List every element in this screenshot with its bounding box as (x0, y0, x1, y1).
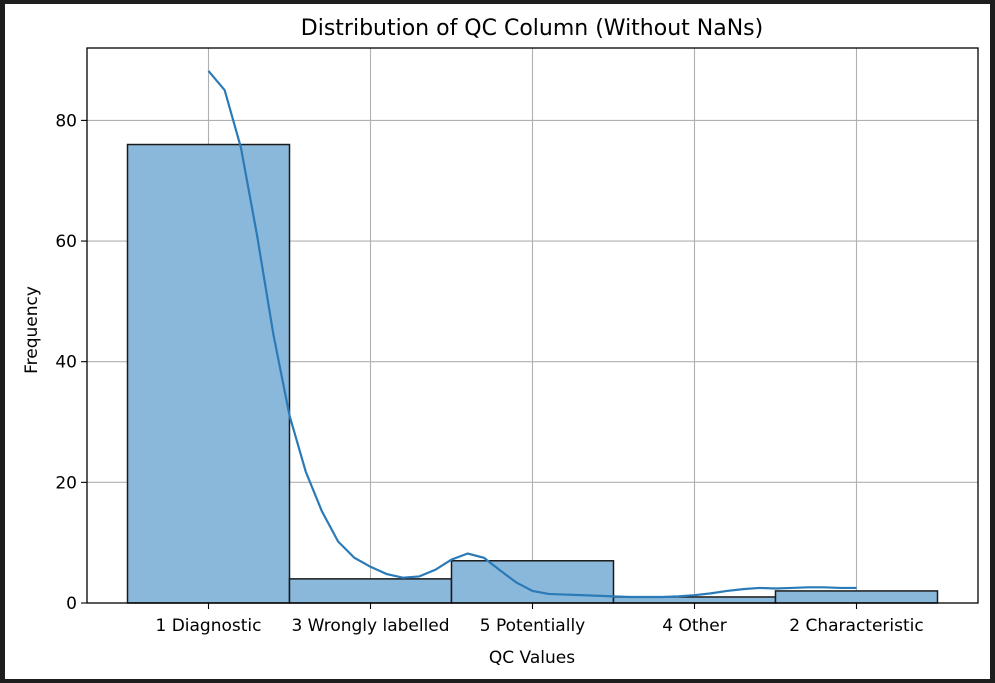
histogram-chart: Distribution of QC Column (Without NaNs)… (22, 16, 979, 668)
bar-2 (288, 578, 453, 604)
bar-5 (774, 590, 939, 604)
y-tick-label: 0 (66, 594, 77, 614)
x-tick-label: 5 Potentially (480, 616, 585, 636)
x-tick-label: 3 Wrongly labelled (291, 616, 449, 636)
bar-3 (450, 560, 615, 604)
x-axis-title: QC Values (489, 648, 575, 668)
x-tick-label: 4 Other (662, 616, 727, 636)
y-tick-label: 40 (55, 353, 77, 373)
bar-1 (126, 143, 291, 604)
chart-title: Distribution of QC Column (Without NaNs) (301, 16, 763, 41)
y-axis-title: Frequency (22, 286, 42, 374)
x-tick-label: 1 Diagnostic (155, 616, 261, 636)
chart-figure: Distribution of QC Column (Without NaNs)… (5, 4, 990, 679)
y-tick-label: 20 (55, 473, 77, 493)
kde-curve-line (207, 70, 857, 599)
y-tick-label: 60 (55, 232, 77, 252)
y-axis-ticks: 0 20 40 60 80 (55, 111, 87, 614)
x-tick-label: 2 Characteristic (789, 616, 923, 636)
x-axis-ticks: 1 Diagnostic 3 Wrongly labelled 5 Potentia… (155, 603, 924, 636)
y-tick-label: 80 (55, 111, 77, 131)
